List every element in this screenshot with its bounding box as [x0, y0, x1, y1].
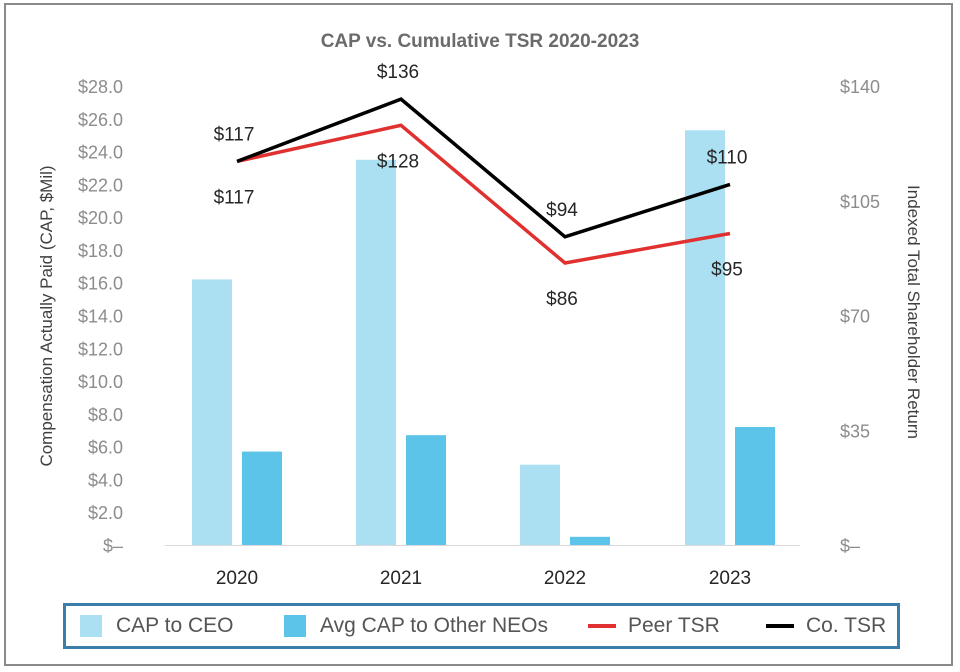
y-left-tick-label: $10.0 [78, 372, 123, 392]
bar-avg-cap-neos [406, 435, 446, 545]
data-label-peer-tsr: $128 [377, 151, 419, 172]
y-right-tick-label: $70 [840, 307, 870, 327]
data-label-co-tsr: $110 [707, 147, 748, 168]
legend-swatch-avg-cap-neos [284, 615, 306, 637]
y-left-axis-label: Compensation Actually Paid (CAP, $Mil) [37, 165, 56, 466]
y-right-tick-label: $140 [840, 77, 880, 97]
chart-title: CAP vs. Cumulative TSR 2020-2023 [321, 31, 640, 52]
y-left-tick-label: $12.0 [78, 339, 123, 359]
data-label-peer-tsr: $117 [214, 187, 255, 208]
data-label-co-tsr: $136 [377, 62, 419, 83]
y-right-tick-label: $105 [840, 192, 880, 212]
y-left-tick-label: $28.0 [78, 77, 123, 97]
legend-label-peer-tsr: Peer TSR [628, 614, 720, 637]
bar-avg-cap-neos [735, 426, 775, 545]
y-right-axis-label: Indexed Total Shareholder Return [904, 185, 923, 439]
point-labels-layer: $117 $128 $86 $95 $117 $136 $94 $110 [214, 62, 748, 310]
lines-layer [236, 97, 731, 265]
x-tick-label: 2020 [216, 568, 258, 589]
y-left-tick-label: $22.0 [78, 175, 123, 195]
y-left-tick-label: $26.0 [78, 110, 123, 130]
y-left-tick-label: $16.0 [78, 274, 123, 294]
x-tick-label: 2021 [380, 568, 422, 589]
bars-layer [192, 130, 775, 545]
legend-item-avg-cap-neos: Avg CAP to Other NEOs [284, 606, 548, 646]
data-label-peer-tsr: $86 [546, 289, 578, 310]
legend-swatch-cap-ceo [80, 615, 102, 637]
legend-label-avg-cap-neos: Avg CAP to Other NEOs [320, 614, 548, 637]
legend-item-co-tsr: Co. TSR [766, 606, 886, 646]
y-left-tick-label: $14.0 [78, 307, 123, 327]
y-right-tick-label: $35 [840, 421, 870, 441]
data-label-peer-tsr: $95 [711, 260, 743, 281]
x-tick-label: 2022 [544, 568, 586, 589]
y-left-tick-label: $– [103, 536, 123, 556]
bar-avg-cap-neos [242, 451, 282, 545]
data-label-co-tsr: $117 [214, 124, 255, 145]
legend-swatch-co-tsr [766, 624, 794, 628]
x-ticks: 2020 2021 2022 2023 [216, 568, 751, 589]
y-right-tick-label: $– [840, 536, 860, 556]
y-left-ticks: $– $2.0 $4.0 $6.0 $8.0 $10.0 $12.0 $14.0 $16.0 $1… [78, 77, 123, 556]
y-left-tick-label: $20.0 [78, 208, 123, 228]
bar-cap-ceo [192, 279, 232, 545]
bar-cap-ceo [356, 159, 396, 545]
y-left-tick-label: $6.0 [88, 438, 123, 458]
legend-item-peer-tsr: Peer TSR [588, 606, 720, 646]
data-label-co-tsr: $94 [546, 200, 578, 221]
line-co-tsr [236, 97, 731, 239]
line-peer-tsr [236, 123, 731, 265]
bar-cap-ceo [685, 130, 725, 545]
y-left-tick-label: $18.0 [78, 241, 123, 261]
bar-avg-cap-neos [570, 536, 610, 545]
chart-frame [4, 3, 953, 666]
y-left-tick-label: $2.0 [88, 503, 123, 523]
y-left-tick-label: $8.0 [88, 405, 123, 425]
y-right-ticks: $– $35 $70 $105 $140 [840, 77, 880, 556]
legend-label-co-tsr: Co. TSR [806, 614, 887, 637]
legend-item-cap-ceo: CAP to CEO [80, 606, 234, 646]
bar-cap-ceo [520, 464, 560, 545]
legend-label-cap-ceo: CAP to CEO [116, 614, 234, 637]
legend-swatch-peer-tsr [588, 624, 616, 628]
legend: CAP to CEO Avg CAP to Other NEOs Peer TS… [63, 603, 900, 649]
y-left-tick-label: $4.0 [88, 470, 123, 490]
y-left-tick-label: $24.0 [78, 143, 123, 163]
x-tick-label: 2023 [709, 568, 751, 589]
